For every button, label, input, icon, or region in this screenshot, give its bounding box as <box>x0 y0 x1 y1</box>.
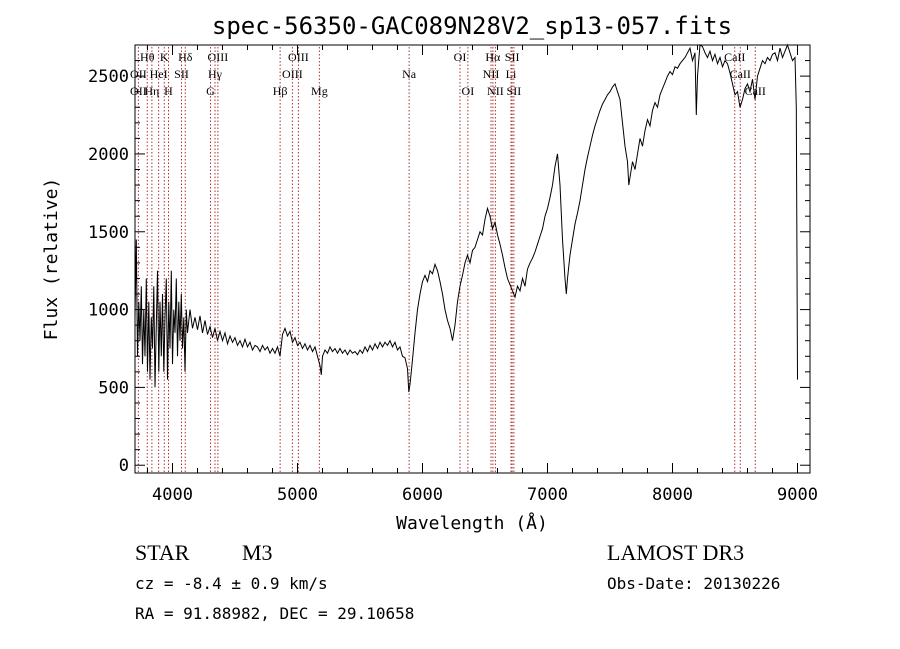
y-axis-label: Flux (relative) <box>41 178 62 341</box>
spectral-line-label: OI <box>454 50 467 64</box>
spectral-line-label: K <box>160 50 169 64</box>
spectral-line-label: NII <box>483 67 500 81</box>
spectral-line-markers <box>137 47 756 473</box>
spectral-line-label: H <box>164 84 173 98</box>
spectral-line-label: OIII <box>288 50 309 64</box>
spectral-line-label: SII <box>505 50 520 64</box>
object-subclass: M3 <box>242 540 273 565</box>
x-tick-label: 5000 <box>277 485 318 505</box>
y-tick-label: 1500 <box>88 223 129 243</box>
y-tick-label: 1000 <box>88 301 129 321</box>
spectral-line-label: Hα <box>485 50 501 64</box>
spectral-line-label: NII <box>487 84 504 98</box>
chart-title: spec-56350-GAC089N28V2_sp13-057.fits <box>212 12 732 40</box>
x-tick-label: 7000 <box>527 485 568 505</box>
object-class: STAR <box>135 540 190 565</box>
coordinates: RA = 91.88982, DEC = 29.10658 <box>135 604 414 623</box>
spectral-line-label: OI <box>462 84 475 98</box>
x-tick-label: 8000 <box>652 485 693 505</box>
spectral-line-label: Hδ <box>178 50 193 64</box>
spectral-line-label: CaII <box>730 67 751 81</box>
spectral-line-label: SII <box>174 67 189 81</box>
x-tick-label: 9000 <box>777 485 818 505</box>
spectral-line-label: HeI <box>150 67 168 81</box>
spectrum-series-line <box>134 43 798 393</box>
x-axis-label: Wavelength (Å) <box>396 512 548 534</box>
spectral-line-label: Li <box>506 67 517 81</box>
x-axis-ticks: 4000 5000 6000 7000 8000 9000 <box>147 45 818 505</box>
spectral-line-label: OII <box>130 84 147 98</box>
y-tick-label: 2500 <box>88 67 129 87</box>
y-tick-label: 500 <box>98 378 129 398</box>
survey-name: LAMOST DR3 <box>607 540 744 565</box>
spectral-line-label: Na <box>402 67 417 81</box>
y-tick-label: 2000 <box>88 145 129 165</box>
plot-frame <box>134 44 811 474</box>
y-axis-ticks: 0 500 1000 1500 2000 2500 <box>88 60 810 476</box>
spectral-line-label: CaII <box>724 50 745 64</box>
x-tick-label: 4000 <box>152 485 193 505</box>
x-tick-label: 6000 <box>402 485 443 505</box>
spectral-line-label: Hη <box>144 84 159 98</box>
redshift-info: cz = -8.4 ± 0.9 km/s <box>135 574 328 593</box>
spectral-line-label: Mg <box>311 84 328 98</box>
spectral-line-label: SII <box>507 84 522 98</box>
obs-date: Obs-Date: 20130226 <box>607 574 780 593</box>
y-tick-label: 0 <box>119 456 129 476</box>
spectral-line-label: OIII <box>282 67 303 81</box>
spectral-line-label: OII <box>130 67 147 81</box>
spectral-line-label: G <box>206 84 215 98</box>
spectral-line-label: Hθ <box>140 50 155 64</box>
spectral-line-label: OIII <box>208 50 229 64</box>
spectral-line-label: CaII <box>745 84 766 98</box>
spectral-line-label: Hγ <box>208 67 223 81</box>
spectral-line-label: Hβ <box>273 84 288 98</box>
